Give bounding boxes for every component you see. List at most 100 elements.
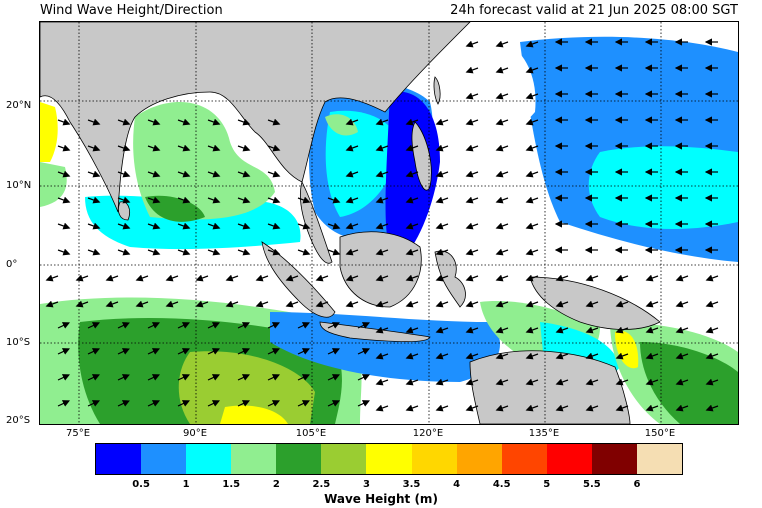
wind-arrow — [147, 196, 161, 204]
wind-arrow — [267, 118, 281, 126]
wind-arrow — [57, 400, 70, 407]
wave-region-arabian-yellow — [40, 102, 58, 162]
colorbar-segment — [546, 444, 592, 474]
colorbar-segment — [186, 444, 232, 474]
wind-arrow — [465, 378, 479, 386]
wind-arrow — [117, 144, 131, 152]
wind-arrow — [705, 378, 719, 386]
colorbar-tick-label: 0.5 — [132, 479, 150, 490]
wind-arrow — [177, 196, 191, 204]
wind-arrow — [315, 300, 329, 308]
wind-arrow — [327, 222, 341, 230]
wind-arrow — [357, 322, 370, 329]
wind-arrow — [75, 300, 89, 308]
colorbar-segment — [141, 444, 187, 474]
colorbar-tick-label: 3 — [362, 479, 370, 490]
wind-arrow — [555, 378, 569, 386]
wind-arrow — [465, 352, 479, 360]
wind-arrow — [267, 196, 281, 204]
wind-arrow — [45, 274, 59, 282]
wind-arrow — [555, 326, 569, 334]
wind-arrow — [57, 222, 71, 230]
wind-arrow — [525, 300, 539, 308]
wind-arrow — [87, 144, 101, 152]
wind-arrow — [207, 348, 220, 355]
wind-arrow — [525, 144, 539, 152]
wind-arrow — [375, 248, 389, 256]
wind-arrow — [45, 300, 59, 308]
wind-arrow — [345, 300, 359, 308]
wind-arrow — [57, 374, 70, 381]
wind-arrow — [525, 378, 539, 386]
wind-arrow — [177, 118, 191, 126]
wind-arrow — [57, 196, 71, 204]
wind-arrow — [465, 300, 479, 308]
wind-arrow — [495, 248, 509, 256]
wave-region-bengal-green — [133, 102, 275, 220]
wind-arrow — [615, 300, 629, 308]
wind-arrow — [345, 118, 359, 126]
lon-label-120e: 120°E — [412, 428, 444, 439]
wind-arrow — [435, 274, 449, 282]
wind-arrow — [117, 196, 131, 204]
wind-arrow — [75, 274, 89, 282]
colorbar-tick-label: 2.5 — [312, 479, 331, 490]
lon-label-135e: 135°E — [528, 428, 560, 439]
wind-arrow — [297, 222, 311, 230]
wind-arrow — [435, 248, 449, 256]
wind-arrow — [147, 400, 160, 407]
wind-arrow — [645, 352, 659, 360]
land-philippines — [411, 121, 432, 191]
colorbar-segment — [501, 444, 547, 474]
wind-arrow — [645, 326, 659, 334]
wind-arrow — [57, 248, 71, 256]
wind-arrow — [87, 222, 101, 230]
wind-arrow — [207, 118, 221, 126]
colorbar-tick-label: 3.5 — [402, 479, 421, 490]
wind-arrow — [147, 170, 161, 178]
colorbar-tick-label: 5.5 — [582, 479, 601, 490]
wind-arrow — [405, 196, 419, 204]
lat-label-10n: 10°N — [6, 180, 32, 191]
wind-arrow — [237, 322, 250, 329]
wind-arrow — [435, 144, 449, 152]
colorbar-tick-label: 2 — [272, 479, 280, 490]
wind-arrow — [495, 118, 509, 126]
lat-label-10s: 10°S — [6, 337, 31, 348]
wind-arrow — [465, 248, 479, 256]
wind-arrow — [435, 170, 449, 178]
wind-arrow — [117, 170, 131, 178]
wind-arrow — [675, 274, 689, 282]
wind-arrow — [525, 40, 539, 48]
wind-arrow — [225, 300, 239, 308]
wind-arrow — [237, 222, 251, 230]
colorbar-tick-label: 4 — [453, 479, 461, 490]
wind-arrow — [195, 274, 209, 282]
wave-region-coral-dark — [640, 342, 738, 424]
wind-arrow — [357, 348, 370, 355]
wind-arrow — [615, 352, 629, 360]
wind-arrow — [465, 92, 479, 100]
wind-arrow — [585, 300, 599, 308]
wind-arrow — [645, 274, 659, 282]
wind-arrow — [705, 300, 719, 308]
wind-arrow — [207, 248, 221, 256]
wind-arrow — [375, 170, 389, 178]
wind-arrow — [525, 92, 539, 100]
wind-arrow — [465, 40, 479, 48]
wind-arrow — [495, 352, 509, 360]
wind-arrow — [465, 196, 479, 204]
wind-arrow — [555, 274, 569, 282]
wind-arrow — [555, 404, 569, 412]
wind-arrow — [255, 300, 269, 308]
wind-arrow — [375, 404, 389, 412]
wind-arrow — [87, 322, 100, 329]
wind-arrow — [207, 322, 220, 329]
wind-arrow — [405, 274, 419, 282]
wind-arrow — [327, 322, 340, 329]
wind-arrow — [435, 196, 449, 204]
wind-arrow — [495, 300, 509, 308]
wind-arrow — [297, 348, 310, 355]
wind-arrow — [405, 248, 419, 256]
wind-arrow — [675, 326, 689, 334]
